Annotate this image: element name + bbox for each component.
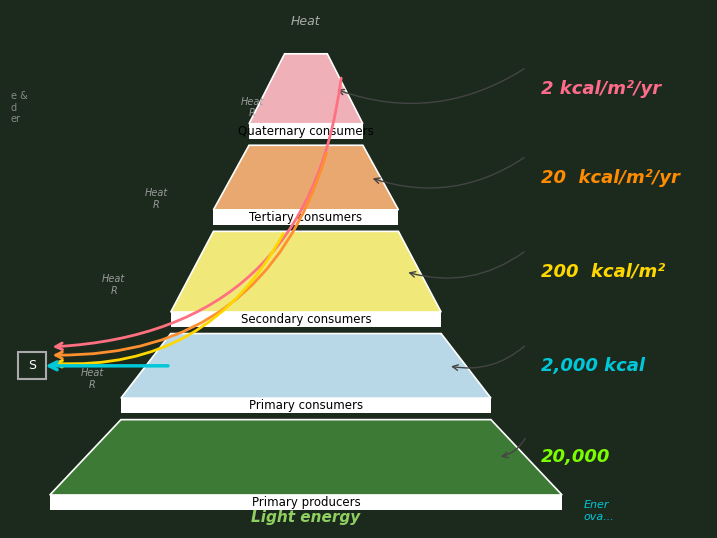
Text: Primary consumers: Primary consumers xyxy=(249,399,363,412)
Text: 200  kcal/m²: 200 kcal/m² xyxy=(541,263,665,281)
Polygon shape xyxy=(49,495,562,510)
Polygon shape xyxy=(171,312,441,327)
Polygon shape xyxy=(121,334,491,398)
Text: Tertiary consumers: Tertiary consumers xyxy=(250,211,363,224)
Text: 2 kcal/m²/yr: 2 kcal/m²/yr xyxy=(541,80,661,98)
Text: Primary producers: Primary producers xyxy=(252,496,361,509)
Polygon shape xyxy=(121,398,491,413)
Text: 20  kcal/m²/yr: 20 kcal/m²/yr xyxy=(541,168,680,187)
Text: Heat
R: Heat R xyxy=(241,97,264,118)
Text: 20,000: 20,000 xyxy=(541,448,610,466)
Text: Light energy: Light energy xyxy=(252,509,361,525)
Polygon shape xyxy=(49,420,562,495)
Text: Heat
R: Heat R xyxy=(81,369,104,390)
Polygon shape xyxy=(171,231,441,312)
Polygon shape xyxy=(249,124,363,139)
Polygon shape xyxy=(249,54,363,124)
Text: S: S xyxy=(28,359,36,372)
Text: e &
d
er: e & d er xyxy=(11,91,27,124)
Text: Secondary consumers: Secondary consumers xyxy=(241,313,371,326)
Text: Heat
R: Heat R xyxy=(145,188,168,210)
Text: Quaternary consumers: Quaternary consumers xyxy=(238,125,374,138)
Bar xyxy=(18,352,47,379)
Text: Heat
R: Heat R xyxy=(103,274,125,296)
Polygon shape xyxy=(214,145,399,210)
Text: Heat: Heat xyxy=(291,15,320,28)
Text: 2,000 kcal: 2,000 kcal xyxy=(541,357,645,375)
Polygon shape xyxy=(214,210,399,225)
Text: Ener
ova...: Ener ova... xyxy=(584,500,614,522)
